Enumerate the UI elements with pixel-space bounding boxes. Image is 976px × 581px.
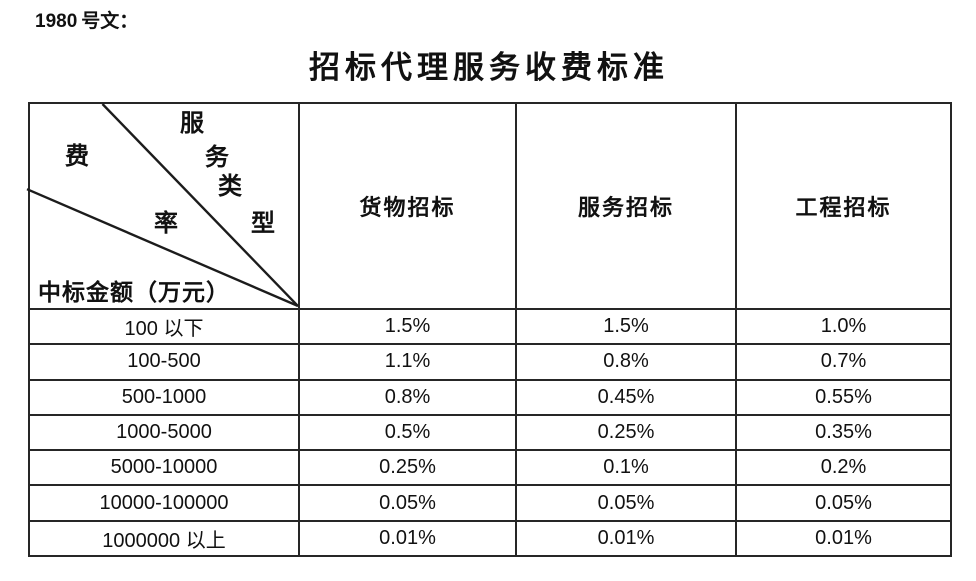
rate-cell: 0.5% [298, 413, 517, 452]
corner-label-fee-rate-char-2: 率 [154, 211, 178, 237]
rate-cell: 1.0% [735, 307, 952, 346]
amount-range-cell: 500-1000 [28, 378, 300, 416]
column-header-works-bidding: 工程招标 [735, 102, 952, 310]
column-header-services-bidding: 服务招标 [515, 102, 737, 310]
rate-cell: 0.55% [735, 378, 952, 416]
rate-cell: 0.35% [735, 413, 952, 452]
table-row: 10000-100000 0.05% 0.05% 0.05% [28, 484, 952, 522]
table-row: 5000-10000 0.25% 0.1% 0.2% [28, 449, 952, 487]
corner-label-bid-amount: 中标金额（万元） [38, 280, 230, 305]
rate-cell: 0.05% [298, 484, 517, 522]
rate-cell: 1.5% [515, 307, 737, 346]
corner-label-service-type-char-4: 型 [251, 211, 275, 237]
table-row: 1000000 以上 0.01% 0.01% 0.01% [28, 519, 952, 558]
rate-cell: 0.45% [515, 378, 737, 416]
rate-cell: 0.25% [515, 413, 737, 452]
corner-label-service-type-char-1: 服 [180, 111, 204, 137]
rate-cell: 0.01% [515, 519, 737, 558]
rate-cell: 0.2% [735, 449, 952, 487]
table-row: 1000-5000 0.5% 0.25% 0.35% [28, 413, 952, 452]
rate-cell: 0.8% [298, 378, 517, 416]
table-row: 500-1000 0.8% 0.45% 0.55% [28, 378, 952, 416]
rate-cell: 0.05% [515, 484, 737, 522]
doc-number-value: 1980 [35, 11, 78, 32]
diagonal-split-lines [26, 103, 299, 308]
rate-cell: 0.05% [735, 484, 952, 522]
rate-cell: 0.01% [298, 519, 517, 558]
rate-cell: 0.01% [735, 519, 952, 558]
corner-label-service-type-char-2: 务 [205, 145, 229, 171]
amount-range-cell: 1000000 以上 [28, 519, 300, 558]
header-row: 服 务 类 型 费 率 中标金额（万元） 货物招标 服务招标 工程招标 [26, 102, 952, 310]
doc-number: 1980 号文： [35, 6, 138, 33]
column-header-goods-bidding: 货物招标 [298, 102, 517, 310]
amount-range-cell: 100 以下 [28, 307, 300, 346]
fee-standard-table: 服 务 类 型 费 率 中标金额（万元） 货物招标 服务招标 工程招标 100 … [26, 102, 952, 558]
amount-range-cell: 10000-100000 [28, 484, 300, 522]
rate-cell: 0.8% [515, 343, 737, 381]
doc-number-label: 号文： [81, 11, 139, 32]
amount-range-cell: 1000-5000 [28, 413, 300, 452]
page-title: 招标代理服务收费标准 [309, 50, 669, 85]
rate-cell: 0.1% [515, 449, 737, 487]
rate-cell: 0.25% [298, 449, 517, 487]
corner-label-service-type-char-3: 类 [218, 174, 242, 200]
table-row: 100-500 1.1% 0.8% 0.7% [28, 343, 952, 381]
amount-range-cell: 100-500 [28, 343, 300, 381]
rate-cell: 0.7% [735, 343, 952, 381]
table-row: 100 以下 1.5% 1.5% 1.0% [28, 307, 952, 346]
corner-label-fee-rate-char-1: 费 [65, 144, 89, 170]
amount-range-cell: 5000-10000 [28, 449, 300, 487]
diagonal-corner-cell: 服 务 类 型 费 率 中标金额（万元） [26, 102, 300, 310]
rate-cell: 1.1% [298, 343, 517, 381]
rate-cell: 1.5% [298, 307, 517, 346]
